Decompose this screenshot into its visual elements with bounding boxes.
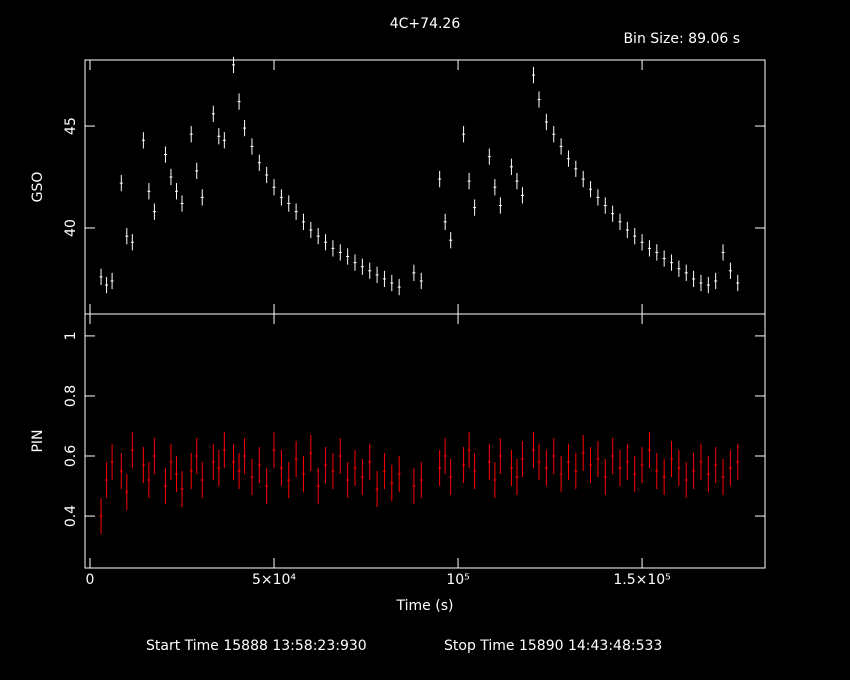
x-tick-label: 5×10⁴ — [252, 572, 296, 588]
y-tick-label: 45 — [63, 117, 79, 135]
y-tick-label: 0.6 — [63, 445, 79, 467]
y-tick-label: 0.8 — [63, 385, 79, 407]
y-axis-label: PIN — [30, 429, 46, 452]
y-axis-label: GSO — [30, 172, 46, 203]
stop-time: Stop Time 15890 14:43:48:533 — [444, 638, 662, 654]
plot-frame — [84, 313, 766, 569]
plot-frame — [84, 59, 766, 315]
bin-size: Bin Size: 89.06 s — [623, 31, 740, 47]
y-tick-label: 0.4 — [63, 505, 79, 527]
chart-title: 4C+74.26 — [390, 16, 461, 32]
start-time: Start Time 15888 13:58:23:930 — [146, 638, 367, 654]
x-axis-label: Time (s) — [396, 598, 454, 614]
x-tick-label: 10⁵ — [446, 572, 469, 588]
x-tick-label: 0 — [86, 572, 95, 588]
x-tick-label: 1.5×10⁵ — [613, 572, 670, 588]
y-tick-label: 40 — [63, 219, 79, 237]
y-tick-label: 1 — [63, 331, 79, 340]
